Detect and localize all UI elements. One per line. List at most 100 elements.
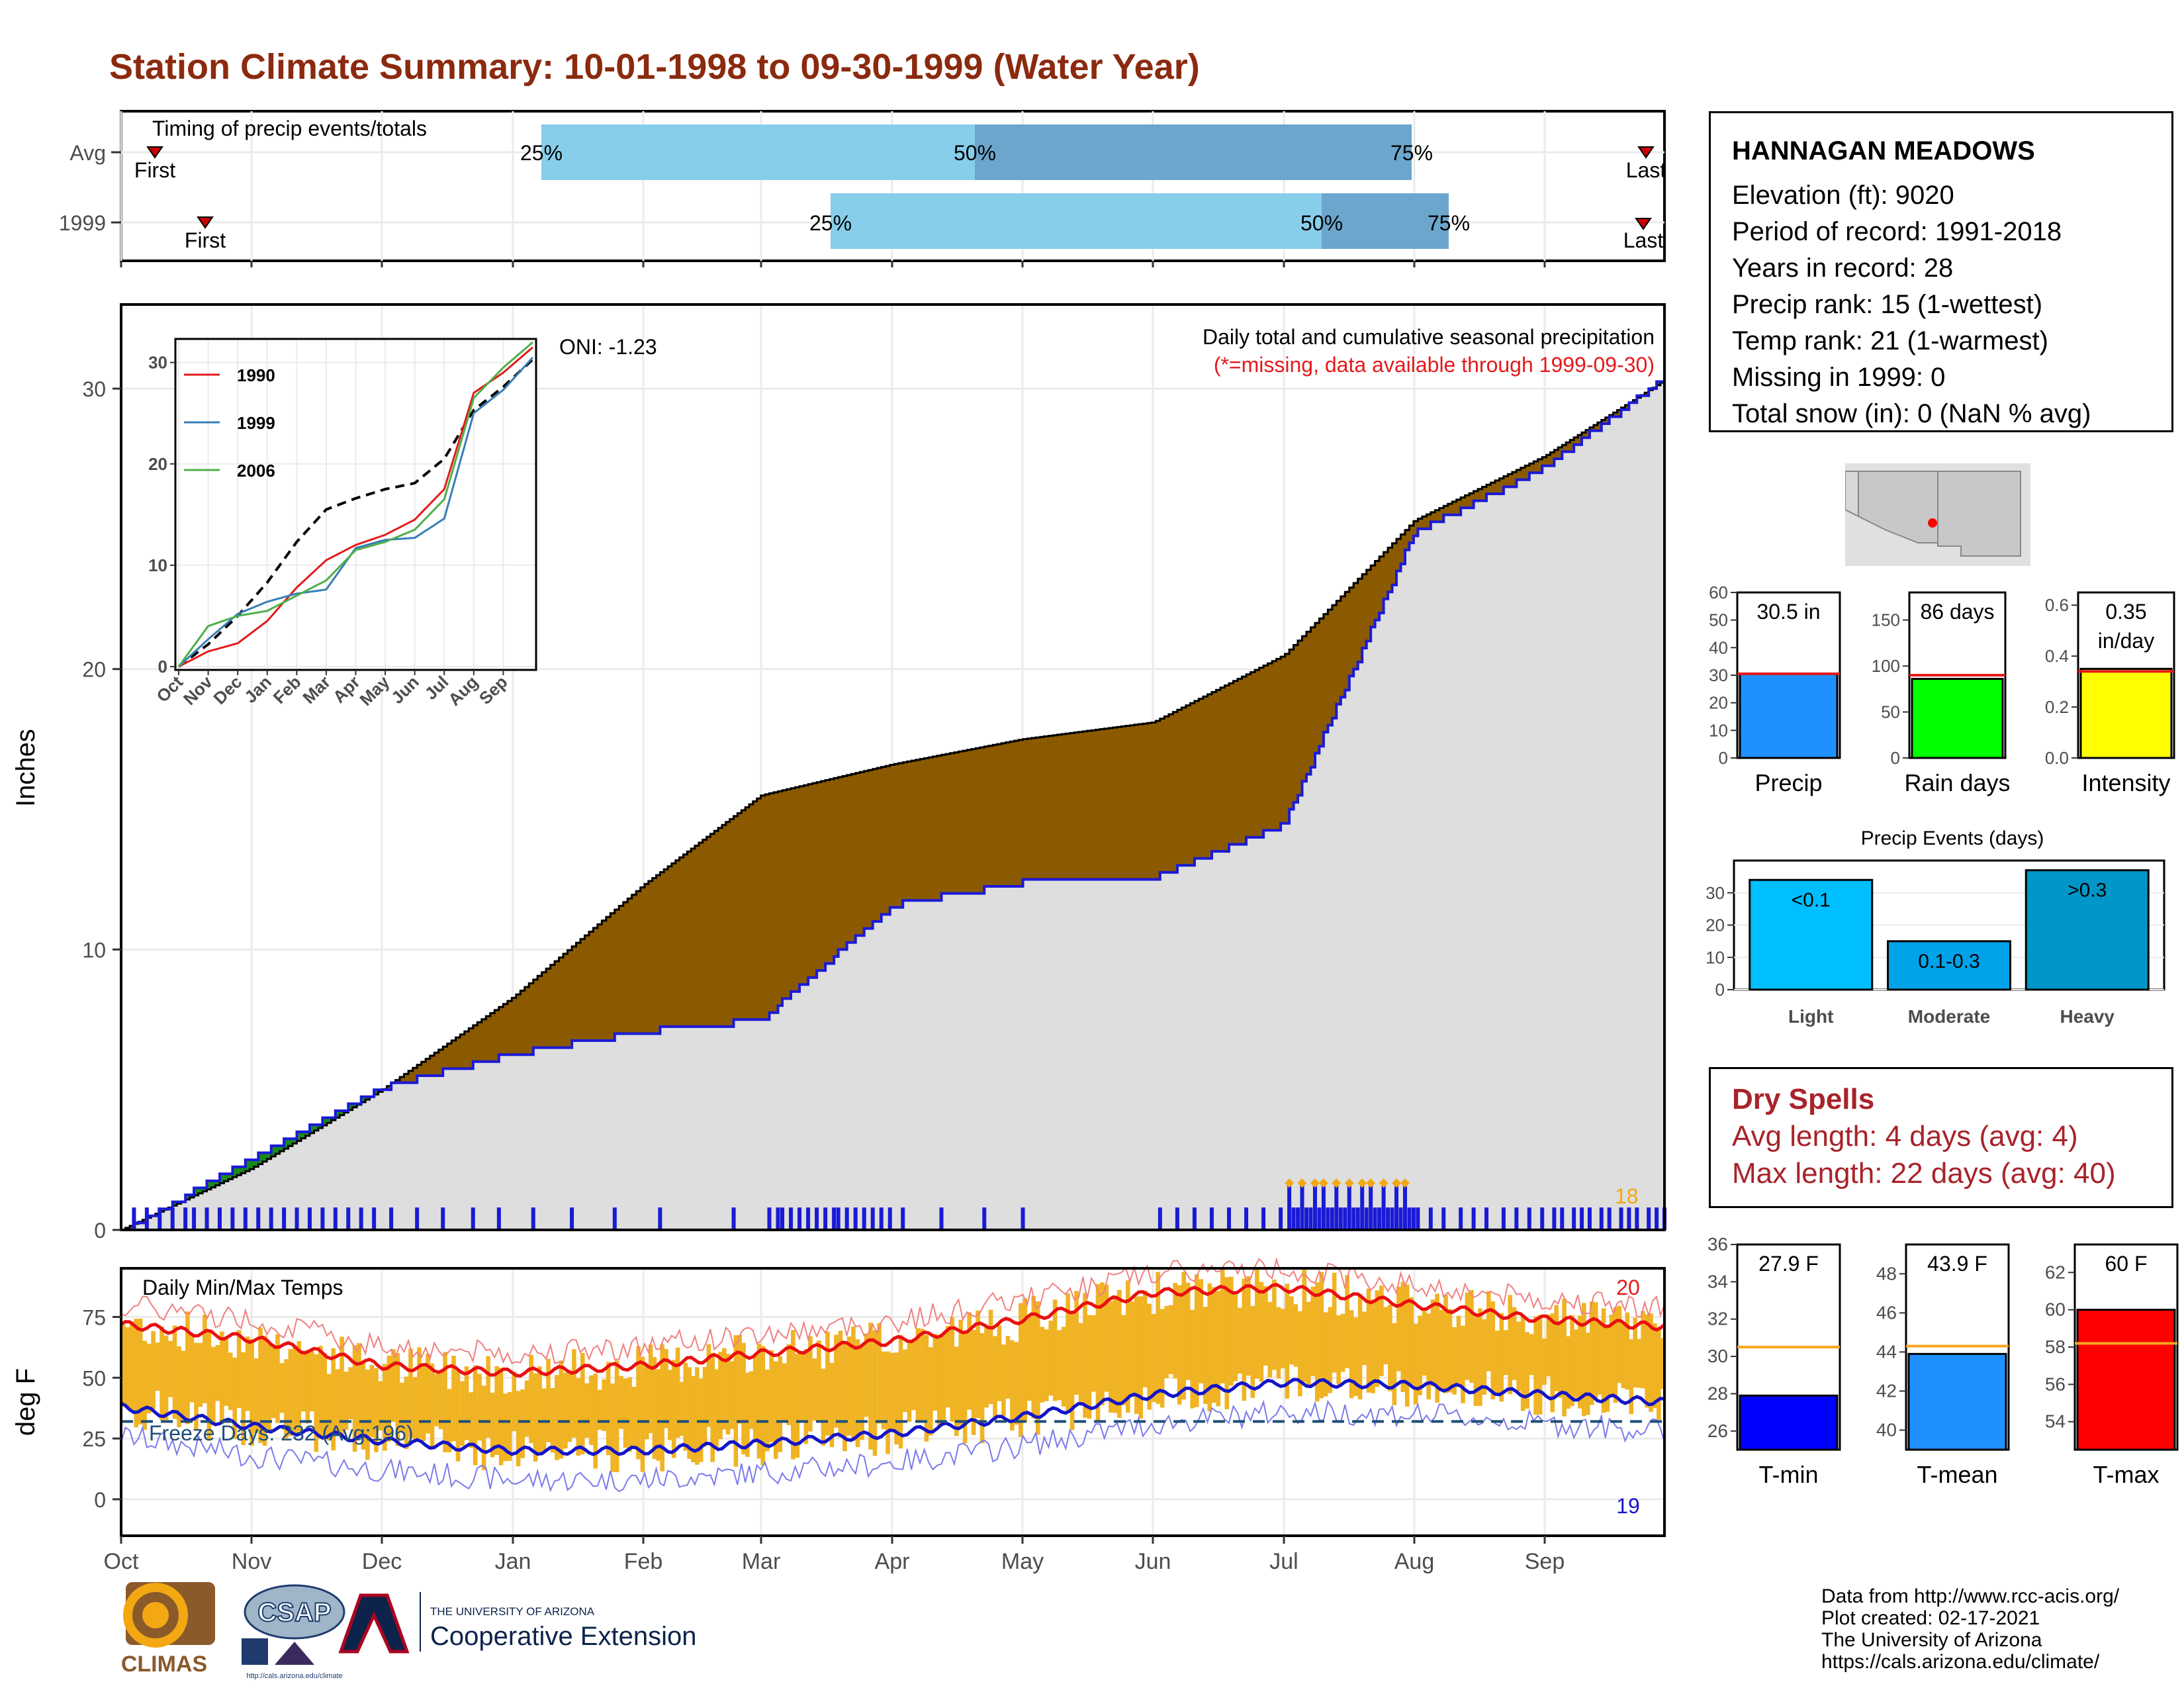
daily-temp-bar xyxy=(656,1369,661,1461)
daily-precip-bar xyxy=(1514,1207,1519,1230)
daily-temp-bar xyxy=(1104,1284,1109,1392)
daily-temp-bar xyxy=(494,1366,499,1455)
daily-temp-bar xyxy=(1582,1303,1586,1417)
daily-temp-bar xyxy=(1520,1314,1525,1411)
avg-bar-q50-q75 xyxy=(975,124,1412,180)
daily-temp-bar xyxy=(1469,1289,1474,1383)
daily-precip-bar xyxy=(170,1207,175,1230)
daily-precip-bars xyxy=(132,1178,1666,1230)
mini-bar-tick: 100 xyxy=(1872,656,1900,676)
temp-panel: Daily Min/Max Temps Freeze Days: 232 (Av… xyxy=(11,1256,1666,1574)
mini-bar-tick: 0.6 xyxy=(2045,595,2069,615)
daily-temp-bar xyxy=(219,1331,224,1425)
daily-temp-bar xyxy=(937,1337,942,1427)
avg-first-marker xyxy=(146,146,163,159)
credit-data: Data from http://www.rcc-acis.org/ xyxy=(1821,1585,2120,1607)
daily-temp-bar xyxy=(194,1342,199,1430)
daily-precip-bar xyxy=(1158,1207,1162,1230)
daily-temp-bar xyxy=(369,1365,375,1438)
daily-temp-bar xyxy=(903,1349,907,1413)
daily-temp-bar xyxy=(1465,1292,1470,1380)
daily-temp-bar xyxy=(1216,1291,1221,1407)
daily-temp-bar xyxy=(383,1364,387,1451)
daily-precip-bar xyxy=(1321,1185,1326,1230)
daily-temp-bar xyxy=(129,1321,134,1413)
mini-bar-tick: 54 xyxy=(2045,1411,2066,1432)
daily-temp-bar xyxy=(1164,1305,1169,1378)
daily-temp-bar xyxy=(1349,1310,1354,1399)
dry-spells-title: Dry Spells xyxy=(1732,1083,1875,1115)
credit-university: The University of Arizona xyxy=(1821,1629,2042,1651)
avg-q75-label: 75% xyxy=(1390,141,1433,165)
csap-text: CSAP xyxy=(257,1598,331,1627)
daily-temp-bar xyxy=(228,1352,233,1411)
daily-temp-bar xyxy=(1473,1315,1479,1406)
daily-temp-bar xyxy=(168,1340,173,1397)
daily-precip-bar xyxy=(1599,1207,1604,1230)
daily-temp-bar xyxy=(421,1365,426,1441)
daily-precip-bar xyxy=(230,1207,235,1230)
mini-bar-tick: 42 xyxy=(1876,1380,1897,1401)
daily-precip-bar xyxy=(307,1207,312,1230)
daily-temp-bar xyxy=(1404,1284,1410,1407)
daily-temp-bar xyxy=(725,1354,731,1435)
daily-temp-bar xyxy=(1238,1307,1242,1374)
daily-temp-bar xyxy=(1061,1327,1066,1407)
daily-temp-bar xyxy=(486,1356,490,1438)
month-label: Jun xyxy=(1135,1549,1171,1574)
station-elevation: Elevation (ft): 9020 xyxy=(1732,181,1954,210)
daily-temp-bar xyxy=(250,1338,254,1446)
daily-temp-bar xyxy=(660,1344,664,1472)
mini-bar-value-label: 0.35 xyxy=(2105,600,2146,624)
daily-precip-bar xyxy=(1560,1207,1565,1230)
daily-temp-bar xyxy=(729,1361,735,1429)
mini-bar-label: T-mean xyxy=(1917,1461,1997,1488)
row-label-1999: 1999 xyxy=(59,211,106,235)
daily-temp-bar xyxy=(1328,1307,1332,1393)
daily-temp-bar xyxy=(868,1323,873,1450)
daily-precip-bar xyxy=(1291,1207,1296,1230)
daily-precip-bar xyxy=(1471,1207,1476,1230)
mini-bar-tick: 60 xyxy=(2045,1299,2066,1320)
month-label: Mar xyxy=(742,1549,781,1574)
main-charts: Timing of precip events/totals 25% 50% 7… xyxy=(11,110,1666,1574)
daily-temp-bar xyxy=(778,1356,783,1452)
mini-bar-value xyxy=(1739,1394,1839,1451)
daily-temp-bar xyxy=(619,1376,623,1429)
daily-temp-bar xyxy=(1653,1323,1657,1409)
daily-temp-bar xyxy=(967,1312,972,1410)
daily-precip-bar xyxy=(441,1207,445,1230)
daily-temp-bar xyxy=(357,1343,361,1436)
daily-temp-bar xyxy=(1151,1313,1156,1402)
daily-precip-bar xyxy=(256,1207,261,1230)
daily-temp-bar xyxy=(702,1367,707,1447)
daily-temp-bar xyxy=(1413,1323,1418,1405)
month-label: Oct xyxy=(104,1549,139,1574)
daily-temp-bar xyxy=(812,1358,817,1421)
daily-temp-bar xyxy=(1040,1327,1045,1403)
daily-temp-bar xyxy=(1023,1298,1028,1423)
daily-temp-bar xyxy=(236,1330,242,1408)
daily-temp-bar xyxy=(706,1344,711,1427)
inset-2006-line xyxy=(177,341,533,667)
daily-precip-bar xyxy=(1552,1207,1557,1230)
daily-temp-bar xyxy=(267,1342,271,1432)
daily-precip-bar xyxy=(1373,1207,1377,1230)
mini-bar-tick: 34 xyxy=(1707,1271,1728,1291)
daily-precip-bar xyxy=(205,1207,209,1230)
daily-temp-bar xyxy=(1375,1290,1380,1387)
daily-temp-bar xyxy=(1503,1330,1508,1376)
daily-precip-bar xyxy=(1312,1185,1317,1230)
daily-precip-bar xyxy=(183,1207,188,1230)
mini-bar-tick: 44 xyxy=(1876,1341,1897,1362)
daily-temp-bar xyxy=(1388,1304,1392,1391)
events-ytick: 10 xyxy=(1706,947,1725,967)
daily-temp-bar xyxy=(211,1346,216,1425)
daily-temp-bar xyxy=(1014,1342,1019,1425)
daily-precip-bar xyxy=(531,1207,535,1230)
month-label: Feb xyxy=(624,1549,663,1574)
heavy-precip-marker xyxy=(1344,1178,1354,1188)
daily-temp-bar xyxy=(1578,1315,1582,1409)
events-ytick: 30 xyxy=(1706,883,1725,903)
daily-temp-bar xyxy=(829,1362,835,1448)
